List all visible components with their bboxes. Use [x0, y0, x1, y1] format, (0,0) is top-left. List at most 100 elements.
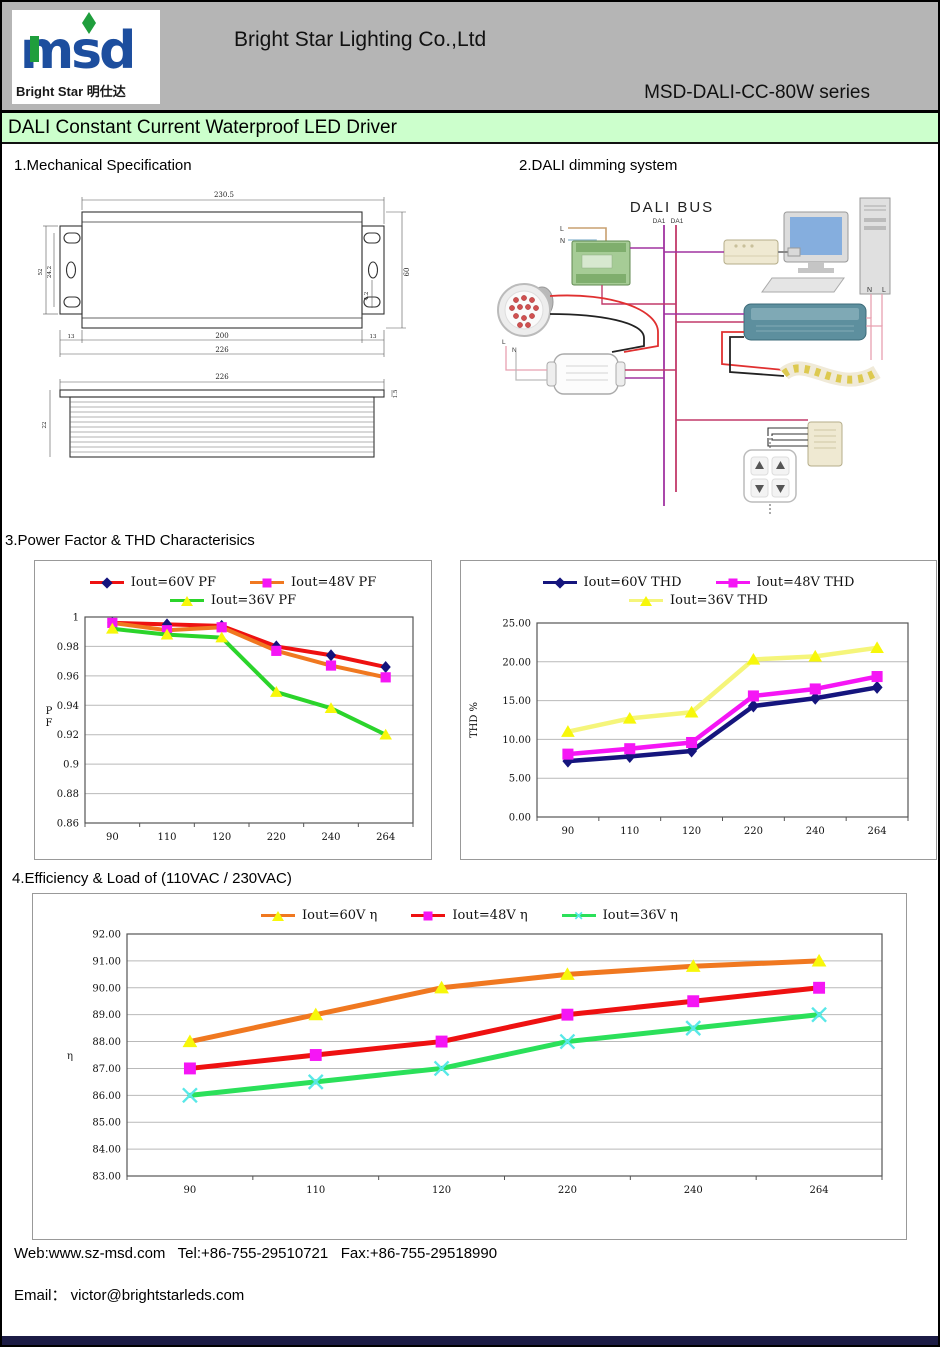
efficiency-chart-plot: 92.00 91.00 90.00 89.00 88.00 87.00 86.00 85.00…: [67, 930, 883, 1196]
footer-contact-line: Web:www.sz-msd.com Tel:+86-755-29510721 …: [14, 1245, 498, 1262]
push-interface-wires: [767, 427, 808, 447]
mains-wires: [568, 227, 607, 241]
led-strip-icon: [779, 361, 881, 387]
svg-text:87.00: 87.00: [92, 1064, 121, 1075]
product-title: DALI Constant Current Waterproof LED Dri…: [8, 117, 397, 138]
svg-text:10.00: 10.00: [502, 735, 531, 746]
strip-wire-red: [721, 331, 785, 371]
right-l-label: L: [882, 287, 886, 294]
svg-text:110: 110: [620, 826, 639, 837]
dim-side-left: 13: [68, 334, 75, 340]
logo-star-icon: [82, 12, 96, 34]
svg-text:264: 264: [868, 826, 887, 837]
dali-diagram: DALI BUS DA1 DA1 L N: [497, 197, 891, 514]
legend-item: Iout=48V η: [411, 908, 528, 923]
svg-text:5.00: 5.00: [509, 774, 531, 785]
pf-chart-legend: Iout=60V PF Iout=48V PF Iout=36V PF: [35, 561, 431, 609]
bottom-bar: [2, 1336, 938, 1345]
driver-n-label: N: [512, 347, 517, 354]
svg-text:0.96: 0.96: [57, 671, 79, 682]
switch-up2-icon[interactable]: [776, 461, 785, 469]
svg-text:240: 240: [684, 1185, 703, 1196]
legend-item: Iout=60V η: [261, 908, 377, 923]
svg-text:THD %: THD %: [469, 702, 480, 738]
svg-text:0.98: 0.98: [57, 642, 79, 653]
thd-chart: Iout=60V THD Iout=48V THD Iout=36V THD 25.…: [460, 560, 937, 860]
efficiency-chart: Iout=60V η Iout=48V η ✕ Iout=36V η 92.00 91.…: [32, 893, 907, 1240]
svg-text:110: 110: [157, 832, 176, 843]
svg-text:110: 110: [306, 1185, 325, 1196]
downlight-wire-black: [549, 313, 645, 353]
legend-item: Iout=36V PF: [169, 593, 296, 608]
legend-item: Iout=36V THD: [629, 593, 768, 608]
svg-text:120: 120: [212, 832, 231, 843]
dali-bus-label: DALI BUS: [630, 199, 714, 216]
dim-bottom-width: 226: [215, 373, 229, 381]
legend-item: Iout=60V PF: [89, 575, 216, 590]
product-title-bar: DALI Constant Current Waterproof LED Dri…: [2, 112, 938, 144]
pf-chart-plot: 1 0.98 0.96 0.94 0.92 0.9 0.88 0.86 90 110 120 220 2…: [46, 613, 414, 843]
dim-total-width: 226: [215, 346, 229, 354]
svg-text:0.88: 0.88: [57, 789, 79, 800]
svg-text:86.00: 86.00: [92, 1091, 121, 1102]
computer-icon: [761, 197, 891, 295]
dim-bracket-inner: 24.2: [47, 266, 53, 278]
dim-overall-width: 230.5: [214, 191, 234, 199]
svg-text:15.00: 15.00: [502, 696, 531, 707]
section-title-efficiency: 4.Efficiency & Load of (110VAC / 230VAC): [12, 870, 292, 887]
section-title-pf-thd: 3.Power Factor & THD Characterisics: [5, 532, 255, 549]
logo-green-bar: [30, 36, 39, 62]
switch-down2-icon[interactable]: [776, 485, 785, 493]
pf-chart: Iout=60V PF Iout=48V PF Iout=36V PF 1 0.98 0…: [34, 560, 432, 860]
svg-text:90: 90: [184, 1185, 197, 1196]
thd-chart-plot: 25.00 20.00 15.00 10.00 5.00 0.00 90 110 120 220 2…: [469, 619, 909, 837]
company-name: Bright Star Lighting Co.,Ltd: [234, 28, 487, 51]
svg-text:25.00: 25.00: [502, 619, 531, 630]
mech-bottom-dims: [49, 379, 393, 457]
svg-text:0.94: 0.94: [57, 701, 79, 712]
svg-text:0.86: 0.86: [57, 819, 79, 830]
dali-power-supply-icon: [571, 240, 631, 286]
white-driver-mains-wire2: [515, 352, 547, 381]
svg-text:88.00: 88.00: [92, 1037, 121, 1048]
logo-subtext: Bright Star 明仕达: [16, 84, 126, 99]
svg-text:220: 220: [744, 826, 763, 837]
dim-flange: 1.5: [393, 389, 399, 398]
strip-wire-black: [729, 336, 785, 377]
section-title-dali: 2.DALI dimming system: [519, 157, 678, 174]
svg-text:85.00: 85.00: [92, 1118, 121, 1129]
series-name: MSD-DALI-CC-80W series: [644, 82, 870, 103]
efficiency-chart-legend: Iout=60V η Iout=48V η ✕ Iout=36V η: [33, 894, 906, 924]
dim-side-right: 13: [370, 334, 377, 340]
waterproof-driver-icon: [743, 303, 867, 341]
legend-item: ✕ Iout=36V η: [561, 908, 678, 923]
svg-text:264: 264: [376, 832, 395, 843]
thd-chart-legend: Iout=60V THD Iout=48V THD Iout=36V THD: [461, 561, 936, 609]
logo-letters: msd: [20, 21, 133, 81]
svg-text:0.00: 0.00: [509, 813, 531, 824]
svg-text:120: 120: [682, 826, 701, 837]
psu-bus-wire2: [601, 285, 676, 305]
white-driver-mains-wire1: [505, 346, 547, 371]
downlight-wire-red: [549, 294, 659, 353]
svg-text:264: 264: [810, 1185, 829, 1196]
switch-up-icon[interactable]: [755, 461, 764, 469]
mains-n-label: N: [560, 238, 565, 245]
svg-text:84.00: 84.00: [92, 1145, 121, 1156]
svg-text:83.00: 83.00: [92, 1172, 121, 1183]
bus-wire-left-label: DA1: [653, 218, 666, 225]
svg-text:F: F: [46, 718, 53, 729]
white-driver-icon: [546, 353, 626, 395]
svg-text:91.00: 91.00: [92, 956, 121, 967]
dim-hole: 4.2: [364, 292, 370, 301]
teal-mains-wires: [866, 294, 883, 360]
svg-text:90: 90: [562, 826, 575, 837]
header: msd Bright Star 明仕达 Bright Star Lighting…: [2, 2, 938, 112]
switch-down-icon[interactable]: [755, 485, 764, 493]
company-logo: msd Bright Star 明仕达: [12, 10, 160, 104]
dim-body-width: 200: [215, 332, 228, 340]
svg-text:120: 120: [432, 1185, 451, 1196]
msd-logo-icon: msd: [20, 12, 136, 81]
mains-l-label: L: [560, 226, 564, 233]
